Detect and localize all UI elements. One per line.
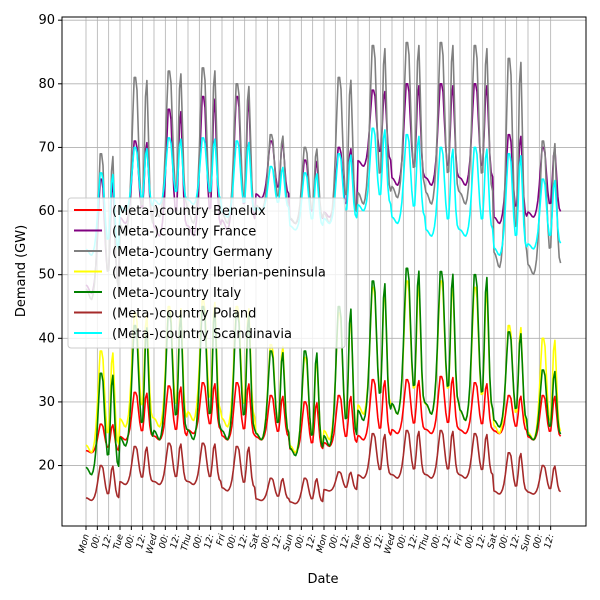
legend-label: (Meta-)country Poland <box>112 307 256 322</box>
x-tick-label: Sat <box>248 533 262 550</box>
x-tick-label: 12: <box>441 533 454 550</box>
x-tick-label: 12: <box>237 533 250 550</box>
y-tick-label: 50 <box>38 268 55 283</box>
x-tick-label: 00: <box>532 533 545 550</box>
x-tick-label: Fri <box>215 533 228 547</box>
series-line <box>85 267 562 476</box>
x-tick-label: Fri <box>453 533 466 547</box>
x-tick-label: 00: <box>396 533 409 550</box>
x-tick-label: 00: <box>294 533 307 550</box>
x-tick-label: 00: <box>124 533 137 550</box>
x-tick-label: 00: <box>90 533 103 550</box>
x-tick-label: 12: <box>203 533 216 550</box>
y-tick-label: 30 <box>38 395 55 410</box>
x-tick-label: Mon <box>315 533 330 554</box>
x-tick-label: 12: <box>169 533 182 550</box>
legend-label: (Meta-)country Scandinavia <box>112 327 292 342</box>
x-tick-label: 12: <box>475 533 488 550</box>
x-tick-label: 00: <box>226 533 239 550</box>
x-tick-label: 00: <box>464 533 477 550</box>
legend-label: (Meta-)country Italy <box>112 286 241 301</box>
legend-box <box>67 197 346 349</box>
x-tick-label: Sun <box>282 533 296 552</box>
x-axis-label: Date <box>307 572 338 587</box>
y-tick-label: 60 <box>38 204 55 219</box>
legend-label: (Meta-)country Germany <box>112 245 273 260</box>
x-tick-label: 00: <box>498 533 511 550</box>
y-tick-label: 40 <box>38 331 55 346</box>
x-tick-label: 00: <box>192 533 205 550</box>
x-tick-label: Tue <box>112 533 126 551</box>
y-tick-label: 90 <box>38 13 55 28</box>
x-tick-label: 12: <box>135 533 148 550</box>
legend-label: (Meta-)country Iberian-peninsula <box>112 266 326 281</box>
legend: (Meta-)country Benelux (Meta-)country Fra… <box>67 197 346 349</box>
x-tick-label: 00: <box>260 533 273 550</box>
x-axis: Mon00:12:Tue00:12:Wed00:12:Thu00:12:Fri0… <box>77 526 557 555</box>
y-tick-label: 70 <box>38 140 55 155</box>
x-tick-label: Sun <box>520 533 534 552</box>
y-axis: 20 30 40 50 60 70 80 90 <box>38 13 62 474</box>
x-tick-label: 00: <box>158 533 171 550</box>
y-axis-label: Demand (GW) <box>14 225 29 317</box>
x-tick-label: Thu <box>418 533 432 552</box>
x-tick-label: Sat <box>486 533 500 550</box>
x-tick-label: 12: <box>339 533 352 550</box>
series-line <box>85 429 562 505</box>
x-tick-label: Mon <box>77 533 92 554</box>
x-tick-label: 00: <box>362 533 375 550</box>
y-tick-label: 20 <box>38 459 55 474</box>
x-tick-label: 12: <box>373 533 386 550</box>
x-tick-label: 00: <box>430 533 443 550</box>
legend-label: (Meta-)country Benelux <box>112 204 266 219</box>
x-tick-label: 12: <box>271 533 284 550</box>
x-tick-label: 00: <box>328 533 341 550</box>
y-tick-label: 80 <box>38 77 55 92</box>
x-tick-label: 12: <box>101 533 114 550</box>
x-tick-label: Tue <box>350 533 364 551</box>
x-tick-label: 12: <box>509 533 522 550</box>
x-tick-label: 12: <box>407 533 420 550</box>
x-tick-label: 12: <box>305 533 318 550</box>
legend-label: (Meta-)country France <box>112 225 256 240</box>
x-tick-label: 12: <box>543 533 556 550</box>
x-tick-label: Thu <box>180 533 194 552</box>
